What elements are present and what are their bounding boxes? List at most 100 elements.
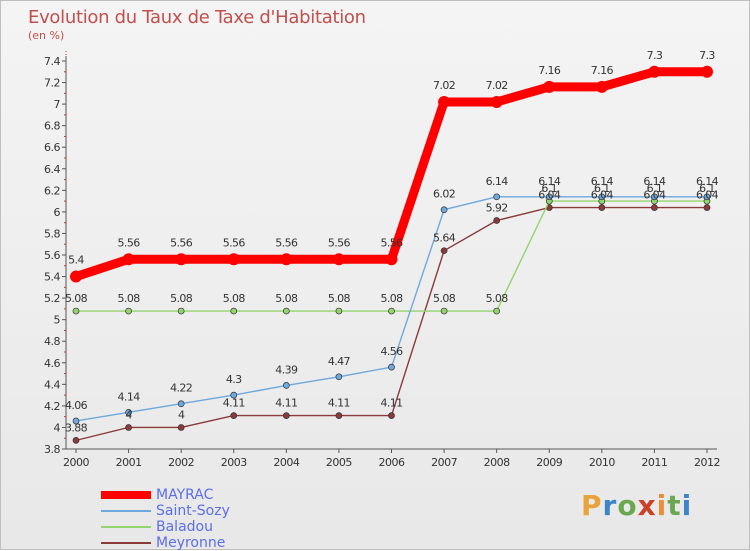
point-meyronne <box>72 437 80 444</box>
y-tick-label: 4 <box>54 421 61 434</box>
point-meyronne <box>282 412 290 419</box>
point-meyronne <box>651 204 658 211</box>
data-label-meyronne: 4.11 <box>328 397 350 410</box>
legend-item-saint-sozy: Saint-Sozy <box>101 503 230 519</box>
point-baladou <box>177 307 185 315</box>
point-mayrac <box>175 253 188 266</box>
x-tick-label: 2012 <box>694 456 720 469</box>
data-label-meyronne: 6.04 <box>591 189 614 202</box>
data-label-saint-sozy: 4.14 <box>118 390 141 403</box>
data-label-baladou: 6.1 <box>594 182 610 195</box>
data-label-saint-sozy: 4.47 <box>328 355 351 368</box>
y-tick-label: 4.2 <box>44 400 60 413</box>
x-tick-label: 2006 <box>379 456 405 469</box>
series-layer <box>70 65 713 444</box>
data-labels-layer: 5.4 5.56 5.56 5.56 5.56 5.56 5.56 7.02 7.02 7.16 7… <box>65 49 719 435</box>
data-label-meyronne: 4.11 <box>275 397 297 410</box>
legend-swatch <box>101 491 151 499</box>
point-saint-sozy <box>651 193 658 201</box>
data-label-baladou: 5.08 <box>275 292 298 305</box>
point-saint-sozy <box>545 193 553 201</box>
legend-label: Meyronne <box>156 535 226 551</box>
data-label-saint-sozy: 4.22 <box>170 382 192 395</box>
point-baladou <box>72 307 80 315</box>
legend-label: MAYRAC <box>156 487 214 503</box>
proxiti-logo: Proxiti <box>581 489 692 522</box>
logo-letter: i <box>681 489 693 522</box>
data-label-saint-sozy: 6.14 <box>538 175 561 188</box>
data-label-baladou: 5.08 <box>486 292 509 305</box>
y-tick-label: 4.6 <box>44 357 60 370</box>
data-label-mayrac: 5.56 <box>118 236 141 249</box>
data-label-baladou: 5.08 <box>328 292 351 305</box>
x-tick-label: 2000 <box>63 456 89 469</box>
logo-letter: P <box>581 489 603 522</box>
point-saint-sozy <box>282 382 290 389</box>
y-tick-label: 5.2 <box>44 292 60 305</box>
point-mayrac <box>70 270 82 283</box>
legend-item-meyronne: Meyronne <box>101 535 230 551</box>
legend-swatch <box>101 526 151 528</box>
y-tick-label: 7 <box>54 98 61 111</box>
data-label-baladou: 6.1 <box>699 182 715 195</box>
logo-letter: t <box>667 489 682 522</box>
data-label-meyronne: 5.64 <box>433 232 456 245</box>
legend-item-mayrac: MAYRAC <box>101 487 230 503</box>
data-label-meyronne: 4 <box>125 408 132 421</box>
data-label-meyronne: 6.04 <box>643 189 666 202</box>
x-tick-label: 2007 <box>431 456 457 469</box>
data-label-mayrac: 5.56 <box>223 236 246 249</box>
x-tick-label: 2004 <box>273 456 299 469</box>
x-tick-label: 2005 <box>326 456 352 469</box>
point-saint-sozy <box>388 363 395 371</box>
point-meyronne <box>177 424 185 431</box>
data-label-baladou: 5.08 <box>380 292 403 305</box>
data-label-saint-sozy: 6.14 <box>696 175 719 188</box>
y-tick-label: 6.2 <box>44 184 60 197</box>
point-saint-sozy <box>598 193 606 201</box>
x-tick-label: 2008 <box>484 456 510 469</box>
point-mayrac <box>227 253 240 266</box>
unit-label: (en %) <box>28 29 65 42</box>
logo-letter: o <box>617 489 638 522</box>
data-label-saint-sozy: 6.02 <box>433 188 455 201</box>
data-label-saint-sozy: 4.56 <box>380 345 403 358</box>
y-tick-label: 7.2 <box>44 77 60 90</box>
data-label-meyronne: 4.11 <box>223 397 245 410</box>
data-label-mayrac: 7.3 <box>699 49 715 62</box>
y-tick-label: 6 <box>54 206 61 219</box>
data-label-meyronne: 4 <box>178 408 185 421</box>
data-label-saint-sozy: 4.39 <box>275 363 298 376</box>
data-label-mayrac: 5.56 <box>380 236 403 249</box>
data-label-saint-sozy: 6.14 <box>643 175 666 188</box>
point-baladou <box>493 307 501 315</box>
point-saint-sozy <box>72 417 80 425</box>
point-baladou <box>282 307 290 315</box>
data-label-meyronne: 4.11 <box>380 397 402 410</box>
point-meyronne <box>125 424 132 431</box>
data-label-baladou: 5.08 <box>433 292 456 305</box>
point-saint-sozy <box>230 391 238 399</box>
point-meyronne <box>703 204 711 211</box>
point-baladou <box>335 307 343 315</box>
data-label-meyronne: 5.92 <box>486 202 508 215</box>
y-tick-label: 5 <box>54 314 61 327</box>
x-tick-label: 2003 <box>221 456 247 469</box>
y-tick-label: 6.6 <box>44 141 60 154</box>
chart-title: Evolution du Taux de Taxe d'Habitation <box>28 7 366 28</box>
legend-label: Saint-Sozy <box>156 503 230 519</box>
point-mayrac <box>648 65 661 78</box>
y-tick-label: 7.4 <box>44 55 60 68</box>
point-meyronne <box>335 412 343 419</box>
point-mayrac <box>490 95 503 108</box>
data-label-mayrac: 5.56 <box>170 236 193 249</box>
data-label-mayrac: 7.16 <box>591 64 614 77</box>
x-tick-label: 2010 <box>589 456 615 469</box>
data-label-mayrac: 5.56 <box>275 236 298 249</box>
point-meyronne <box>388 412 395 419</box>
y-tick-label: 5.4 <box>44 271 60 284</box>
point-saint-sozy <box>440 206 448 214</box>
legend-swatch <box>101 542 151 544</box>
point-mayrac <box>543 80 556 93</box>
y-tick-label: 3.8 <box>44 443 60 456</box>
